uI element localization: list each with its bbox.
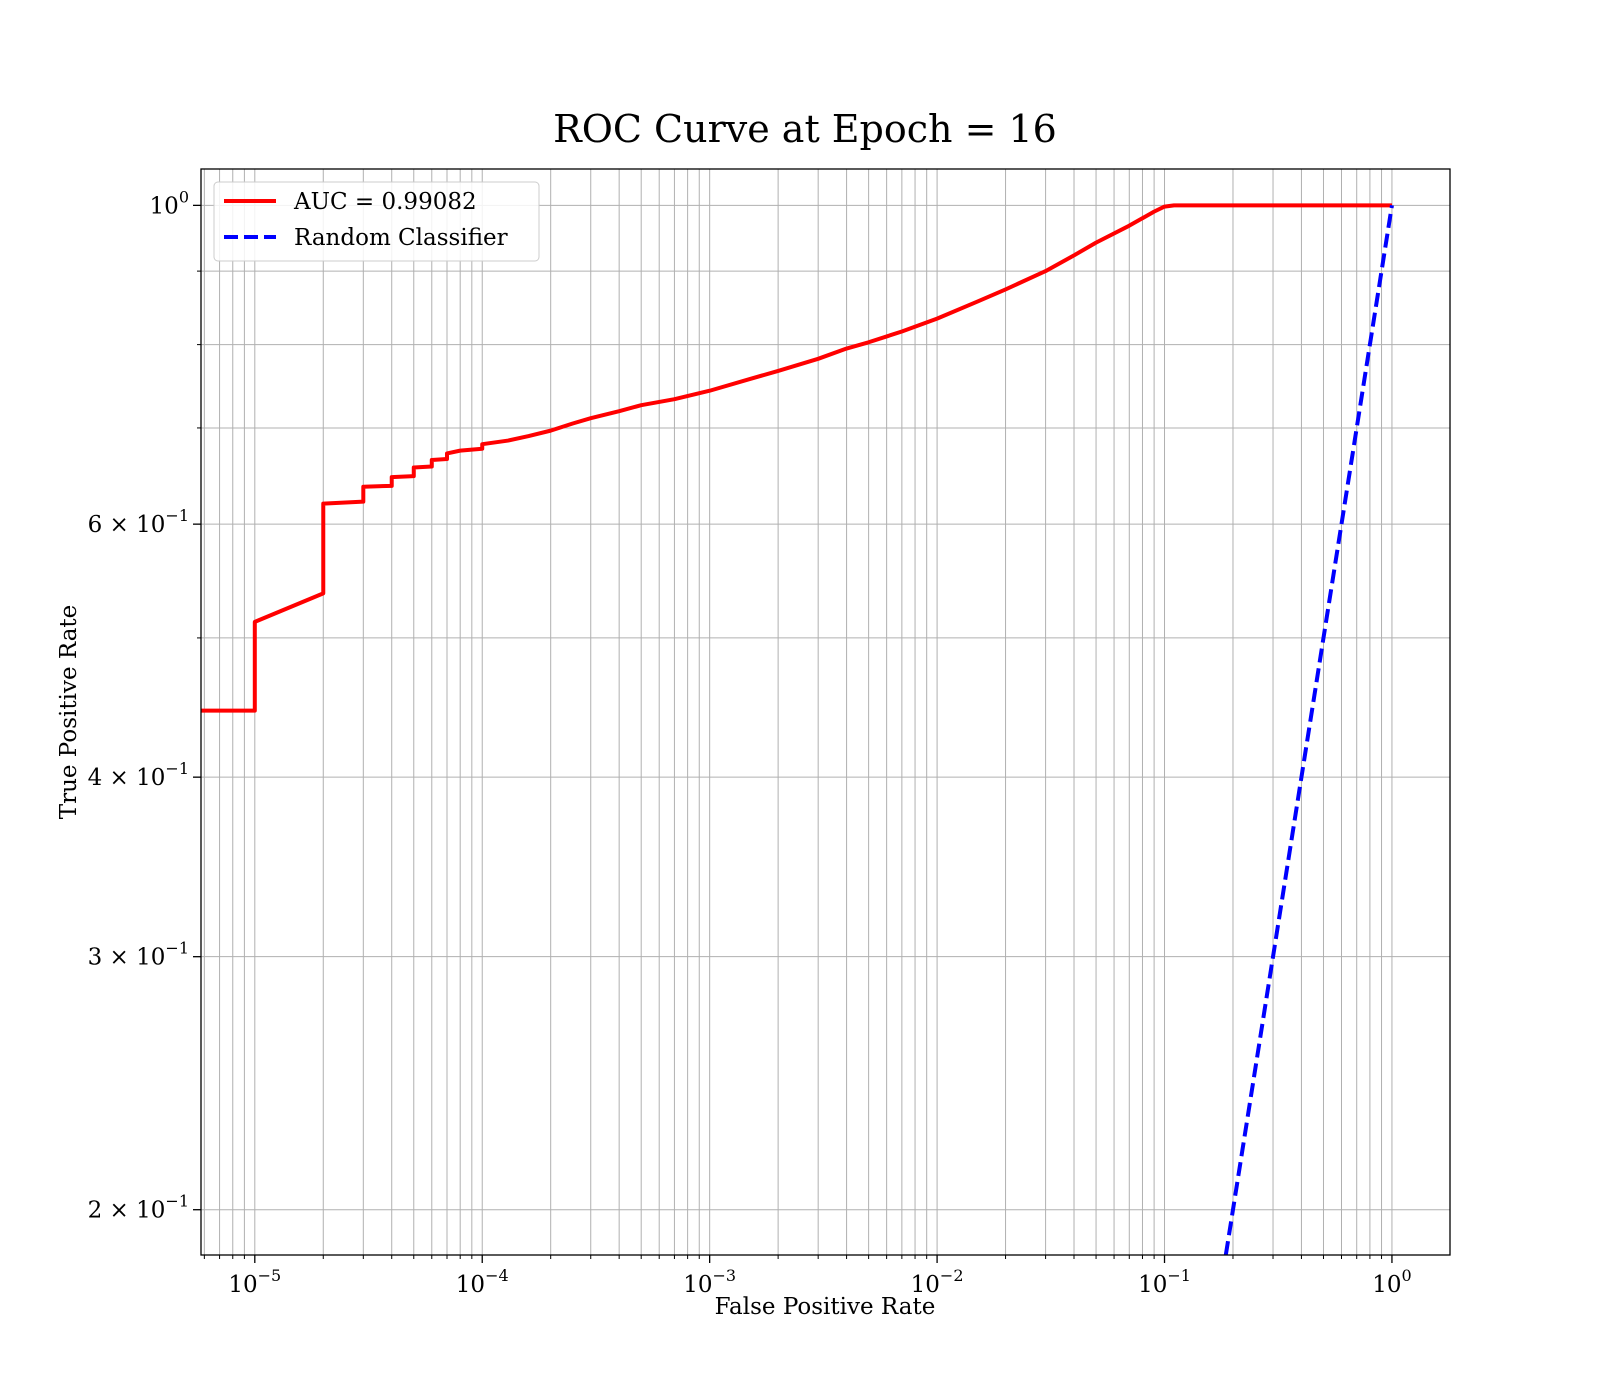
x-tick-label: 10−2 [911,1266,964,1298]
x-tick-label: 10−1 [1138,1266,1191,1298]
series-line-auc [201,203,1392,713]
legend-entry-auc: AUC = 0.99082 [293,189,477,215]
chart-title: ROC Curve at Epoch = 16 [553,107,1057,151]
y-tick-label: 4 × 10−1 [88,759,189,791]
plot-area [201,203,1394,1255]
x-axis-label: False Positive Rate [715,1294,936,1320]
y-tick-label: 6 × 10−1 [88,506,189,538]
y-tick-label: 3 × 10−1 [88,939,189,971]
y-axis-label: True Positive Rate [56,605,82,820]
x-tick-label: 10−4 [456,1266,509,1298]
y-tick-label: 2 × 10−1 [88,1192,189,1224]
legend-box [213,181,540,262]
y-axis-ticks: 100 6 × 10−1 4 × 10−1 3 × 10−1 2 × 10−1 [88,187,201,1224]
legend: AUC = 0.99082 Random Classifier [213,181,540,262]
x-tick-label: 100 [1372,1266,1411,1298]
x-tick-label: 10−5 [228,1266,281,1298]
x-tick-label: 10−3 [683,1266,736,1298]
plot-frame [200,168,1451,1256]
y-tick-label: 100 [150,187,189,219]
series-line-random [1223,205,1394,1255]
x-axis-ticks: 10−5 10−4 10−3 10−2 10−1 100 [203,1255,1412,1298]
grid-lines [201,169,1450,1255]
legend-entry-random: Random Classifier [294,225,508,251]
